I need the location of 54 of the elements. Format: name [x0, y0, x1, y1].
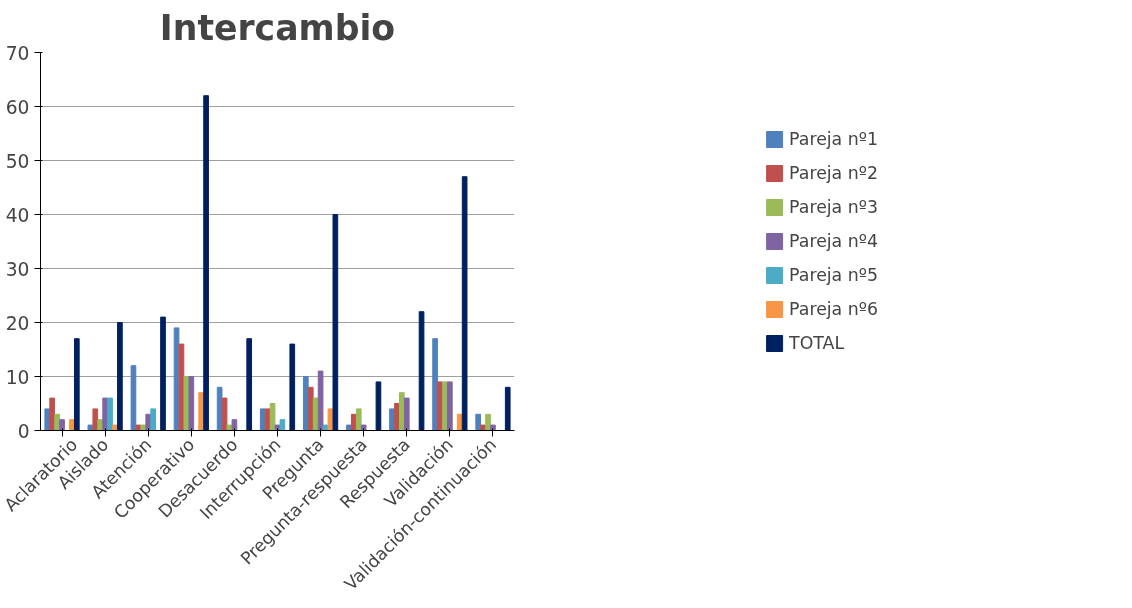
y-tick-label: 50: [5, 150, 30, 172]
bar: [216, 386, 223, 431]
bar: [92, 408, 99, 431]
bar: [178, 343, 185, 431]
y-tick-label: 30: [5, 258, 30, 280]
bar: [117, 322, 123, 431]
bar: [355, 408, 362, 431]
bar: [150, 408, 156, 431]
bar: [160, 316, 166, 431]
y-tick-label: 60: [5, 96, 30, 118]
legend-label: Pareja nº3: [789, 197, 878, 217]
legend-label: TOTAL: [789, 333, 845, 353]
bar: [461, 176, 468, 431]
bar: [231, 419, 238, 431]
bar: [130, 365, 137, 431]
bar: [307, 386, 314, 431]
legend-label: Pareja nº4: [789, 231, 878, 251]
bar: [332, 214, 339, 431]
bar: [432, 338, 438, 431]
bar: [221, 397, 228, 431]
bar: [107, 397, 113, 431]
bar: [135, 424, 142, 431]
bar: [269, 403, 276, 431]
y-tick-label: 70: [5, 42, 30, 64]
bar: [289, 343, 296, 431]
bar: [504, 386, 511, 431]
legend-label: Pareja nº6: [789, 299, 878, 319]
bar: [375, 381, 382, 431]
bar: [447, 381, 453, 431]
bar: [360, 424, 367, 431]
bar: [246, 338, 253, 431]
bar: [49, 397, 56, 431]
legend-label: Pareja nº5: [789, 265, 878, 285]
bar: [203, 95, 209, 431]
bar: [59, 419, 65, 431]
bar: [279, 419, 286, 431]
bar: [403, 397, 410, 431]
legend-label: Pareja nº1: [789, 129, 878, 149]
bar: [490, 424, 496, 431]
y-tick-label: 10: [5, 366, 30, 388]
bar: [418, 311, 425, 431]
y-tick-label: 0: [17, 420, 30, 442]
y-tick-label: 40: [5, 204, 30, 226]
y-tick-label: 20: [5, 312, 30, 334]
bar: [302, 376, 309, 431]
chart-title: Intercambio: [159, 7, 396, 48]
bar: [188, 376, 195, 431]
legend-label: Pareja nº2: [789, 163, 878, 183]
bar: [317, 370, 324, 431]
bar: [475, 413, 482, 431]
bar: [485, 413, 491, 431]
bar: [399, 392, 405, 431]
bar: [73, 338, 80, 431]
bar: [54, 413, 60, 431]
